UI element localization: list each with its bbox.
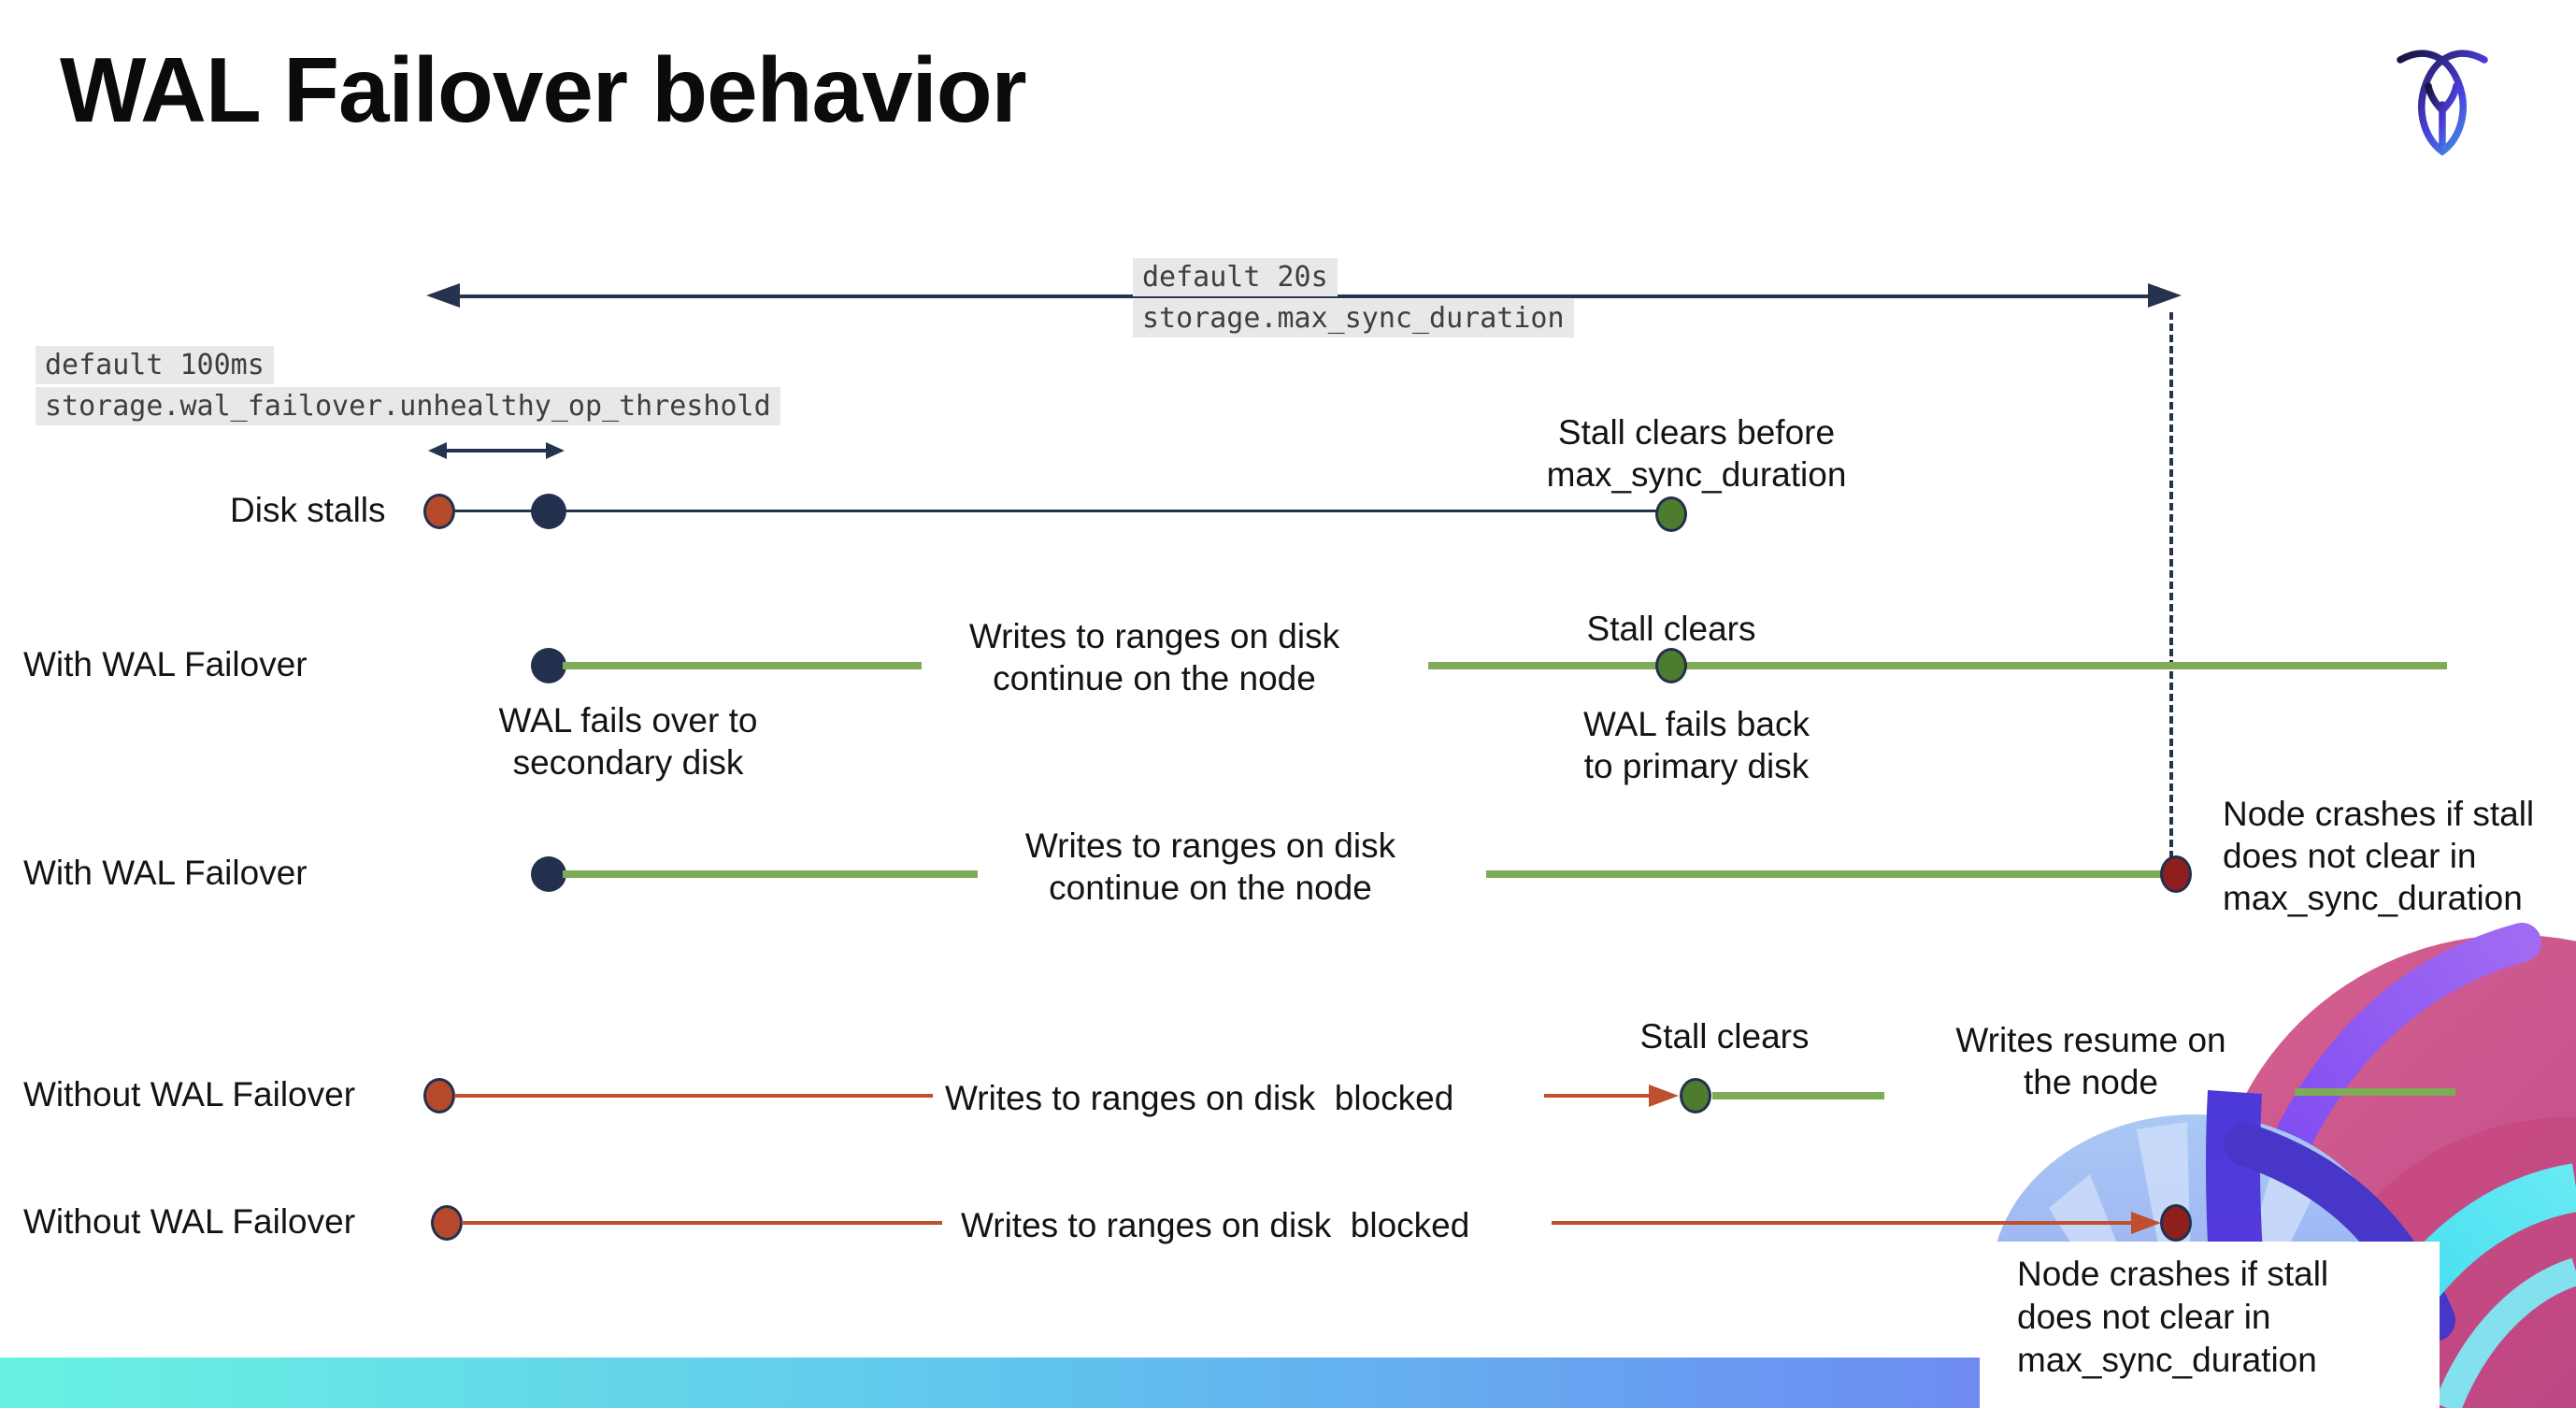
small-arrowhead-right-icon	[546, 442, 565, 459]
writes-continue-line-1	[563, 662, 922, 669]
threshold-setting-name: storage.wal_failover.unhealthy_op_thresh…	[36, 387, 780, 425]
failover-dot	[531, 648, 566, 683]
writes-resume-note: Writes resume on the node	[1955, 1021, 2226, 1101]
writes-continue-line-3	[563, 870, 978, 878]
writes-continue-note-2: Writes to ranges on disk continue on the…	[1024, 826, 1396, 907]
writes-blocked-line-1	[454, 1094, 933, 1098]
stall-start-dot	[423, 494, 455, 529]
crash-note-background	[1980, 1242, 2440, 1408]
blocked-arrow-line-1	[1544, 1094, 1653, 1098]
threshold-span-line	[441, 449, 551, 453]
row-label-without-wal-failover-2: Without WAL Failover	[23, 1202, 356, 1241]
stall-clears-dot-row4	[1680, 1078, 1711, 1113]
stall-clears-dot	[1655, 496, 1687, 532]
row-label-disk-stalls: Disk stalls	[230, 491, 386, 529]
writes-continue-line-2	[1428, 662, 2447, 669]
writes-resume-line-1	[1712, 1092, 1884, 1099]
arrowhead-left-icon	[426, 283, 460, 308]
writes-blocked-note-1: Writes to ranges on disk blocked	[945, 1079, 1454, 1117]
writes-resume-line-2	[2295, 1088, 2455, 1096]
max-sync-setting-name: storage.max_sync_duration	[1133, 299, 1574, 338]
page-title: WAL Failover behavior	[60, 38, 1027, 141]
row-label-with-wal-failover-1: With WAL Failover	[23, 645, 308, 683]
wal-fails-over-note: WAL fails over to secondary disk	[498, 701, 758, 782]
disk-stall-timeline	[439, 510, 1671, 512]
node-crashes-note-row3: Node crashes if stall does not clear in …	[2223, 795, 2535, 917]
stall-clears-note-row4: Stall clears	[1639, 1017, 1810, 1056]
stall-clears-before-note: Stall clears before max_sync_duration	[1546, 413, 1847, 494]
cockroach-logo-icon	[2397, 50, 2488, 156]
node-crash-dot-row5	[2160, 1204, 2192, 1242]
stall-start-dot-row5	[431, 1205, 463, 1241]
node-crashes-note-row5: Node crashes if stall does not clear in …	[2017, 1255, 2329, 1379]
arrowhead-right-icon	[2148, 283, 2182, 308]
threshold-reached-dot	[531, 494, 566, 529]
stall-clears-dot-row2	[1655, 648, 1687, 683]
writes-continue-line-4	[1486, 870, 2174, 878]
node-crash-dot-row3	[2160, 855, 2192, 893]
max-sync-default-label: default 20s	[1133, 258, 1338, 296]
blocked-arrow-line-2	[1552, 1221, 2133, 1225]
threshold-default-label: default 100ms	[36, 346, 274, 384]
writes-continue-note-1: Writes to ranges on disk continue on the…	[968, 617, 1340, 697]
row-label-with-wal-failover-2: With WAL Failover	[23, 854, 308, 892]
wal-fails-back-note: WAL fails back to primary disk	[1583, 705, 1810, 785]
stall-start-dot-row4	[423, 1078, 455, 1113]
small-arrowhead-left-icon	[428, 442, 447, 459]
max-sync-duration-span-line	[447, 295, 2165, 298]
writes-blocked-line-2	[462, 1221, 942, 1225]
writes-blocked-note-2: Writes to ranges on disk blocked	[961, 1206, 1470, 1244]
max-sync-deadline-dashed-line	[2169, 312, 2173, 858]
stall-clears-note-row2: Stall clears	[1586, 610, 1756, 648]
failover-dot-row3	[531, 856, 566, 892]
red-arrowhead-icon-2	[2131, 1212, 2161, 1234]
red-arrowhead-icon-1	[1649, 1085, 1679, 1107]
row-label-without-wal-failover-1: Without WAL Failover	[23, 1075, 356, 1113]
